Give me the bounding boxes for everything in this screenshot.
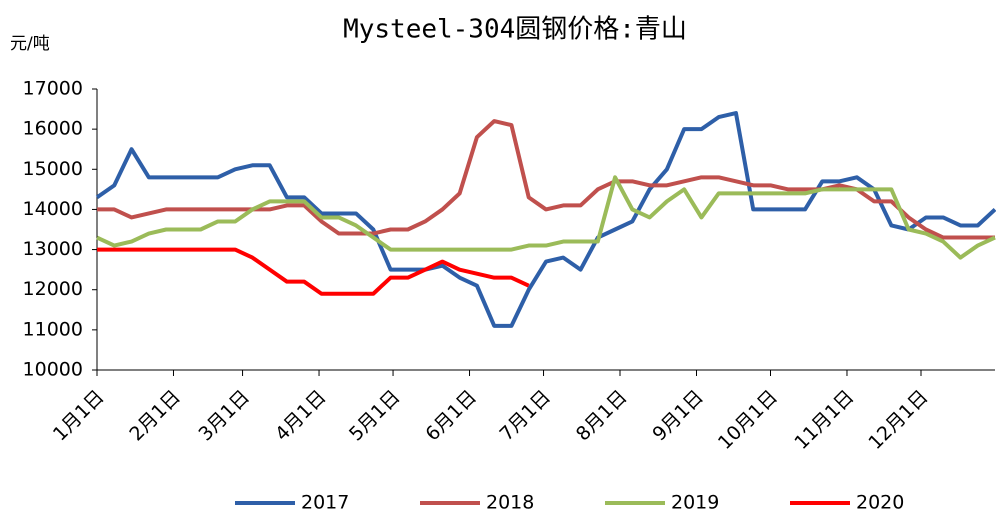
series-line [97, 119, 995, 240]
y-tick-label: 14000 [23, 198, 83, 220]
series-line [96, 175, 996, 260]
x-tick-label: 3月1日 [194, 386, 254, 446]
legend-label: 2017 [301, 492, 349, 514]
series-line [97, 247, 530, 296]
x-tick-label: 5月1日 [345, 386, 405, 446]
legend-label: 2019 [671, 492, 719, 514]
x-tick-label: 4月1日 [271, 386, 331, 446]
chart-title: Mysteel-304圆钢价格:青山 [343, 15, 687, 45]
x-tick-label: 12月1日 [864, 386, 932, 454]
y-tick-label: 11000 [23, 318, 83, 340]
series-line [95, 111, 996, 328]
y-tick-label: 12000 [23, 278, 83, 300]
x-tick-label: 2月1日 [125, 386, 185, 446]
y-tick-label: 15000 [23, 158, 83, 180]
y-tick-label: 17000 [23, 78, 83, 100]
x-tick-label: 7月1日 [495, 386, 555, 446]
legend-label: 2018 [486, 492, 534, 514]
x-tick-label: 10月1日 [714, 386, 782, 454]
y-tick-label: 16000 [23, 118, 83, 140]
x-tick-label: 11月1日 [790, 386, 858, 454]
x-tick-label: 6月1日 [421, 386, 481, 446]
y-tick-label: 10000 [23, 359, 83, 381]
x-tick-label: 8月1日 [572, 386, 632, 446]
y-tick-label: 13000 [23, 238, 83, 260]
y-axis-label: 元/吨 [10, 34, 50, 54]
x-tick-label: 1月1日 [49, 386, 109, 446]
legend-label: 2020 [856, 492, 904, 514]
x-tick-label: 9月1日 [648, 386, 708, 446]
